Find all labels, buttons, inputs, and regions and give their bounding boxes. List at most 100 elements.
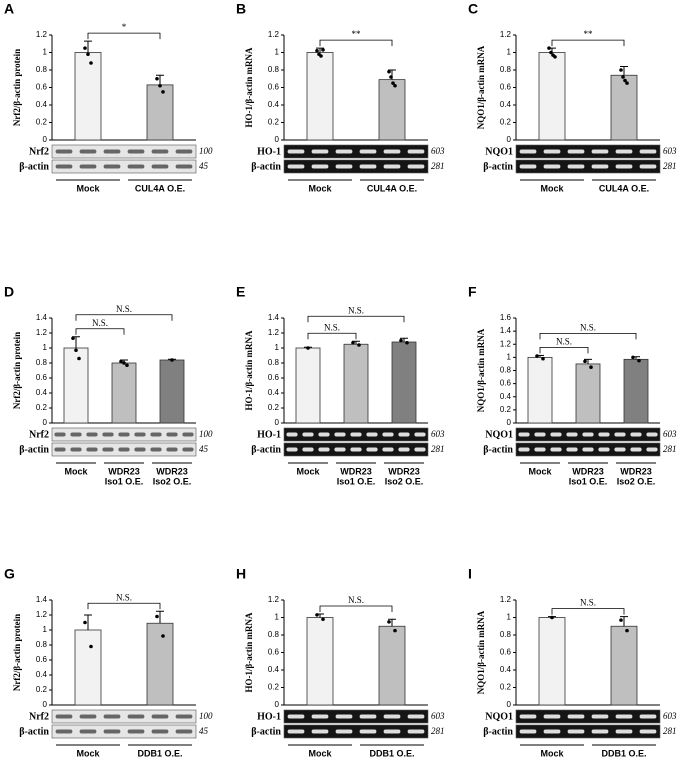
blot-band	[519, 729, 537, 734]
y-axis-label: HO-1/β-actin mRNA	[244, 330, 254, 410]
blot-band	[582, 447, 594, 452]
y-tick-label: 0.6	[500, 648, 512, 657]
blot-band	[70, 447, 82, 452]
blot-band	[414, 432, 426, 437]
y-tick-label: 1	[275, 48, 280, 57]
y-tick-label: 0	[275, 418, 280, 427]
x-tick-label: Iso2 O.E.	[385, 476, 424, 486]
y-tick-label: 1.2	[500, 595, 512, 604]
y-tick-label: 0.2	[268, 403, 280, 412]
blot	[51, 159, 197, 174]
data-point	[387, 69, 391, 74]
blot-size: 281	[431, 444, 445, 454]
data-point	[155, 614, 159, 619]
blot-band	[102, 432, 114, 437]
blot-size: 100	[199, 146, 213, 156]
blot-band	[118, 432, 130, 437]
data-point	[89, 644, 93, 649]
blot-band	[615, 729, 633, 734]
blot-size: 100	[199, 711, 213, 721]
blot-band	[79, 729, 97, 734]
y-tick-label: 0.4	[268, 388, 280, 397]
data-point	[547, 46, 551, 50]
blot-band	[311, 149, 329, 154]
blot	[283, 724, 429, 739]
blot-band	[287, 149, 305, 154]
y-tick-label: 1.2	[268, 30, 280, 39]
blot-band	[311, 164, 329, 169]
blot-band	[543, 729, 561, 734]
panel: F NQO1/β-actin mRNA 0 0.2 0.4 0.6 0.8 1 1.2 1.4 1.…	[468, 284, 677, 487]
blot-band	[359, 714, 377, 719]
y-tick-label: 0.6	[36, 83, 48, 92]
blot-band	[311, 729, 329, 734]
x-tick-label: Mock	[308, 748, 332, 758]
data-point	[619, 68, 623, 72]
x-tick-label: WDR23	[156, 466, 188, 476]
blot-size: 281	[663, 726, 677, 736]
data-point	[637, 358, 641, 363]
significance-bracket	[75, 314, 173, 321]
data-point	[589, 365, 593, 370]
y-tick-label: 1	[507, 352, 512, 361]
y-axis-label: Nrf2/β-actin protein	[12, 49, 22, 126]
blot-band	[543, 164, 561, 169]
y-tick-label: 0.6	[36, 655, 48, 664]
significance-bracket	[539, 347, 589, 354]
significance-label: N.S.	[556, 336, 572, 346]
y-tick-label: 1	[43, 48, 48, 57]
panel: B HO-1/β-actin mRNA 0 0.2 0.4 0.6 0.8 1 1.2 ** HO-…	[236, 1, 445, 194]
x-tick-label: DDB1 O.E.	[369, 748, 414, 758]
blot-band	[286, 447, 298, 452]
blot-band	[359, 149, 377, 154]
y-tick-label: 1.4	[268, 313, 280, 322]
y-tick-label: 0.6	[500, 379, 512, 388]
blot-band	[350, 432, 362, 437]
blot-label: Nrf2	[29, 429, 49, 440]
y-tick-label: 1	[275, 613, 280, 622]
significance-label: **	[352, 29, 362, 39]
y-axis-label: NQO1/β-actin mRNA	[476, 45, 486, 129]
blot-size: 45	[199, 726, 209, 736]
blot-band	[175, 164, 193, 169]
blot-band	[383, 729, 401, 734]
blot-band	[518, 447, 530, 452]
y-tick-label: 0	[43, 418, 48, 427]
blot-band	[302, 432, 314, 437]
panel: H HO-1/β-actin mRNA 0 0.2 0.4 0.6 0.8 1 1.2 N.S. H…	[236, 566, 445, 759]
blot-band	[55, 164, 73, 169]
data-point	[405, 340, 409, 345]
x-tick-label: CUL4A O.E.	[135, 183, 185, 193]
blot-size: 281	[663, 161, 677, 171]
blot-band	[598, 447, 610, 452]
blot-band	[55, 729, 73, 734]
blot-band	[639, 149, 657, 154]
panel-letter: H	[236, 566, 246, 582]
blot-band	[639, 164, 657, 169]
blot-band	[79, 149, 97, 154]
x-tick-label: Mock	[540, 748, 564, 758]
blot-band	[567, 714, 585, 719]
y-tick-label: 0.6	[268, 648, 280, 657]
blot-band	[382, 447, 394, 452]
blot-band	[103, 149, 121, 154]
y-tick-label: 0.6	[36, 373, 48, 382]
blot-band	[54, 447, 66, 452]
y-tick-label: 0.8	[268, 630, 280, 639]
y-tick-label: 1	[275, 343, 280, 352]
blot	[515, 724, 661, 739]
blot-band	[335, 729, 353, 734]
significance-label: N.S.	[116, 304, 132, 314]
blot-band	[127, 714, 145, 719]
blot-band	[615, 149, 633, 154]
significance-bracket	[539, 333, 637, 340]
data-point	[357, 343, 361, 347]
blot-band	[86, 447, 98, 452]
blot-band	[519, 164, 537, 169]
blot-band	[407, 714, 425, 719]
blot	[51, 709, 197, 724]
bar	[575, 363, 601, 424]
blot-band	[79, 164, 97, 169]
blot-size: 603	[663, 711, 677, 721]
